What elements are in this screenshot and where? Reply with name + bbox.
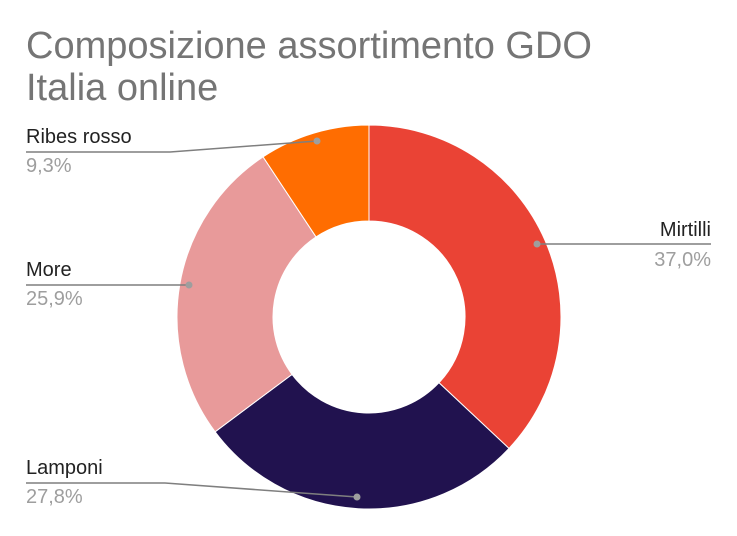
leader-dot-ribes-rosso — [313, 137, 321, 145]
leader-dot-lamponi — [353, 493, 361, 501]
slice-label-more: More — [26, 259, 72, 281]
slice-mirtilli — [368, 124, 562, 450]
leader-line-lamponi — [26, 482, 358, 498]
leader-dot-mirtilli — [533, 240, 541, 248]
chart-title-line-2: Italia online — [26, 67, 218, 109]
slice-value-lamponi: 27,8% — [26, 486, 83, 508]
leader-dot-more — [185, 281, 193, 289]
leader-lines — [26, 137, 711, 501]
chart-title-line-1: Composizione assortimento GDO — [26, 25, 592, 67]
slice-label-mirtilli: Mirtilli — [660, 219, 711, 241]
slice-value-mirtilli: 37,0% — [654, 249, 711, 271]
slice-ribes-rosso — [262, 124, 370, 238]
slice-value-ribes-rosso: 9,3% — [26, 155, 72, 177]
donut-slices — [176, 124, 562, 510]
leader-line-ribes-rosso — [26, 140, 318, 153]
slice-labels: Mirtilli 37,0% Lamponi 27,8% More 25,9% Ribes … — [26, 126, 711, 508]
slice-value-more: 25,9% — [26, 288, 83, 310]
slice-label-ribes-rosso: Ribes rosso — [26, 126, 132, 148]
slice-label-lamponi: Lamponi — [26, 457, 103, 479]
slice-more — [176, 156, 317, 433]
slice-lamponi — [214, 373, 510, 510]
